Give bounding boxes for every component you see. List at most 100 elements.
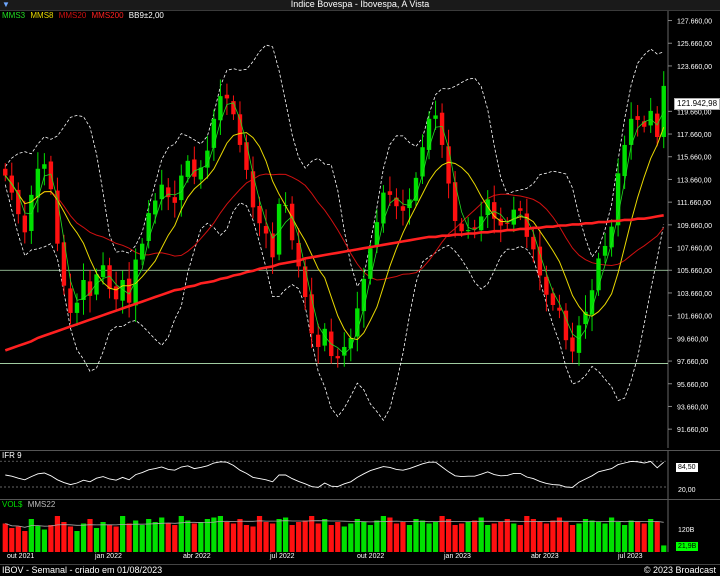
- last-price-tag: 121.942,98: [674, 98, 720, 110]
- candle-body: [218, 96, 223, 121]
- candle-body: [159, 184, 164, 200]
- volume-bar: [524, 516, 530, 552]
- candle-body: [55, 190, 60, 244]
- legend-mms20: MMS20: [58, 11, 87, 20]
- x-label-0: out 2021: [7, 553, 35, 560]
- volume-bar: [61, 522, 67, 552]
- candle-body: [309, 294, 314, 334]
- volume-bar: [276, 519, 282, 552]
- volume-bar: [635, 522, 641, 552]
- candle-body: [257, 206, 262, 224]
- candle-body: [3, 168, 8, 176]
- candle-body: [609, 226, 614, 248]
- y-tick-label: 119.660,00: [677, 109, 712, 116]
- candle-body: [420, 147, 425, 177]
- price-chart[interactable]: 127.660,00 125.660,00 123.660,00 119.660,00…: [0, 11, 720, 448]
- volume-panel[interactable]: VOL$ MMS22 120B 21,9B: [0, 499, 720, 552]
- volume-bar: [224, 522, 230, 552]
- legend-mms8: MMS8: [30, 11, 54, 20]
- volume-bar: [498, 522, 504, 552]
- volume-bar: [296, 522, 302, 552]
- volume-bar: [608, 517, 615, 552]
- volume-bar: [165, 523, 171, 552]
- volume-bar: [35, 525, 41, 552]
- candle-body: [153, 200, 158, 215]
- candle-body: [296, 243, 301, 267]
- candle-body: [205, 150, 210, 168]
- volume-bar: [459, 523, 465, 552]
- candle-body: [622, 144, 627, 177]
- candle-body: [250, 171, 256, 208]
- ifr-chart[interactable]: [0, 451, 720, 499]
- volume-chart[interactable]: [0, 500, 720, 552]
- candle-body: [179, 175, 184, 201]
- candle-body: [426, 118, 432, 150]
- candle-body: [407, 199, 412, 209]
- volume-bar: [569, 525, 576, 552]
- candle-body: [172, 197, 177, 203]
- candle-body: [544, 276, 549, 295]
- volume-bar: [576, 523, 582, 552]
- y-tick-label: 111.660,00: [677, 200, 711, 207]
- menu-arrow-icon[interactable]: ▼: [2, 0, 10, 9]
- y-tick-label: 107.660,00: [677, 246, 712, 253]
- candle-body: [413, 177, 419, 201]
- volume-bar: [348, 523, 354, 552]
- y-tick-label: 95.660,00: [677, 382, 708, 389]
- volume-bar: [146, 519, 152, 552]
- legend-mms22: MMS22: [27, 500, 56, 509]
- candle-body: [511, 209, 516, 225]
- volume-bar: [22, 531, 28, 552]
- mms200-line: [4, 214, 664, 352]
- ifr-panel[interactable]: IFR 9 84,50 20,00: [0, 450, 720, 499]
- candle-body: [361, 278, 367, 312]
- candle-body: [394, 197, 399, 207]
- volume-bar: [341, 526, 347, 552]
- candle-body: [35, 168, 41, 198]
- volume-bar: [159, 517, 165, 552]
- footer-right: © 2023 Broadcast: [643, 565, 716, 575]
- legend-bb: BB9±2,00: [128, 11, 164, 20]
- candle-body: [524, 213, 530, 237]
- footer-left: IBOV - Semanal - criado em 01/08/2023: [2, 565, 163, 575]
- volume-bar: [269, 523, 276, 552]
- volume-bar: [80, 523, 87, 552]
- candle-body: [335, 356, 340, 359]
- volume-bar: [602, 523, 608, 552]
- volume-bar: [380, 516, 386, 552]
- candle-body: [570, 337, 575, 352]
- candle-body: [589, 290, 595, 315]
- candle-body: [505, 222, 510, 224]
- volume-mms22-line: [5, 520, 664, 528]
- mms8-line: [4, 127, 665, 341]
- y-tick-label: 113.660,00: [677, 177, 712, 184]
- volume-bar: [563, 522, 569, 552]
- volume-bar: [191, 523, 197, 552]
- candle-body: [355, 308, 360, 337]
- candle-body: [498, 218, 503, 226]
- volume-bar: [139, 525, 145, 552]
- volume-bar: [178, 516, 184, 552]
- volume-bar: [87, 519, 93, 552]
- volume-bar: [309, 516, 315, 552]
- volume-bar: [263, 522, 269, 552]
- y-tick-label: 115.660,00: [677, 155, 712, 162]
- volume-bar: [126, 523, 132, 552]
- candle-body: [583, 311, 588, 325]
- volume-bar: [41, 529, 47, 552]
- candle-body: [22, 215, 28, 233]
- candle-body: [198, 167, 204, 180]
- volume-bar: [641, 523, 647, 552]
- candle-body: [322, 328, 327, 346]
- volume-bar: [354, 519, 360, 552]
- volume-bar: [595, 522, 602, 552]
- candle-body: [42, 164, 47, 169]
- volume-bar: [485, 525, 491, 552]
- volume-bar: [406, 525, 413, 552]
- volume-bar: [48, 525, 54, 552]
- candle-body: [465, 230, 471, 232]
- volume-bar: [315, 523, 321, 552]
- price-panel[interactable]: 127.660,00 125.660,00 123.660,00 119.660,00…: [0, 11, 720, 448]
- volume-bar: [237, 519, 243, 552]
- candle-body: [628, 118, 634, 145]
